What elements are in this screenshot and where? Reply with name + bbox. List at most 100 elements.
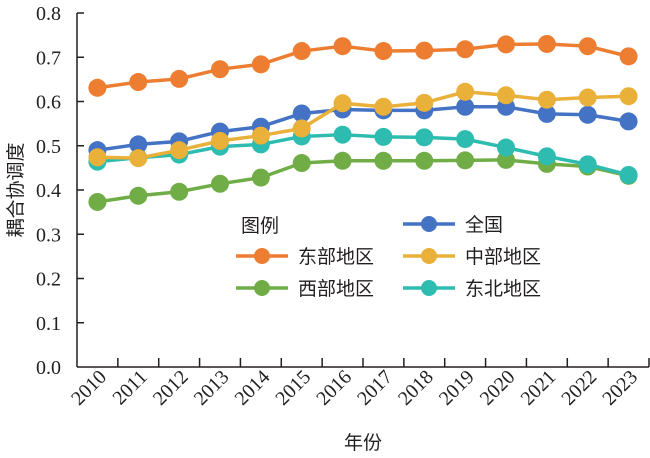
data-point [292, 42, 311, 61]
legend-swatch-marker [254, 280, 270, 296]
legend-label: 中部地区 [465, 246, 541, 268]
legend-item: 全国 [403, 214, 503, 236]
data-point [292, 104, 311, 123]
y-ticks: 0.0 0.1 0.2 0.3 0.4 0.5 0.6 0.7 0.8 [36, 3, 84, 379]
data-point [537, 104, 556, 123]
data-point [333, 37, 352, 56]
data-point [251, 55, 270, 74]
series-西部地区 [88, 150, 638, 211]
data-point [456, 151, 475, 170]
data-point [333, 125, 352, 144]
data-point [88, 148, 107, 167]
axes-layer [76, 13, 649, 368]
data-point [251, 126, 270, 145]
x-tick-label: 2015 [271, 366, 315, 410]
data-point [456, 97, 475, 116]
legend-swatch-marker [421, 248, 437, 264]
data-point [129, 149, 148, 168]
data-point [88, 78, 107, 97]
data-point [537, 34, 556, 53]
series-中部地区 [88, 82, 638, 168]
x-tick-label: 2016 [312, 366, 356, 410]
data-point [415, 93, 434, 112]
y-tick-label: 0.0 [36, 357, 61, 379]
legend-label: 西部地区 [298, 278, 374, 300]
x-axis-title: 年份 [344, 432, 382, 454]
y-tick-label: 0.3 [36, 224, 61, 246]
data-point [211, 60, 229, 79]
data-point [211, 131, 229, 150]
x-tick-label: 2022 [557, 366, 601, 410]
x-tick-label: 2019 [435, 366, 479, 410]
x-tick-label: 2011 [108, 366, 151, 409]
x-tick-label: 2018 [394, 366, 438, 410]
data-point [129, 135, 148, 154]
y-tick-label: 0.7 [36, 47, 61, 69]
data-point [415, 128, 434, 147]
series-layer [88, 34, 638, 211]
y-tick-label: 0.8 [36, 3, 61, 25]
legend-swatch-marker [254, 248, 270, 264]
data-point [619, 165, 638, 184]
series-东北地区 [88, 125, 638, 184]
data-point [537, 90, 556, 109]
y-tick-label: 0.2 [36, 269, 61, 291]
x-ticks: 2010201120122013201420152016201720182019… [67, 358, 650, 410]
data-point [619, 112, 638, 131]
x-tick-label: 2021 [517, 366, 561, 410]
data-point [497, 150, 515, 169]
data-point [456, 40, 475, 59]
legend-item: 中部地区 [403, 246, 541, 268]
data-point [292, 119, 311, 138]
data-point [578, 155, 597, 174]
x-tick-label: 2023 [598, 366, 642, 410]
data-point [456, 130, 475, 149]
legend-label: 东北地区 [465, 278, 541, 300]
data-point [415, 151, 434, 170]
data-point [578, 37, 597, 56]
data-point [497, 86, 515, 105]
data-point [619, 47, 638, 66]
legend-item: 东北地区 [403, 278, 541, 300]
data-point [170, 69, 189, 88]
legend-label: 全国 [465, 214, 503, 236]
data-point [578, 88, 597, 107]
data-point [88, 192, 107, 211]
y-tick-label: 0.4 [36, 180, 61, 202]
data-point [497, 35, 515, 54]
data-point [374, 127, 393, 146]
x-tick-label: 2020 [476, 366, 520, 410]
data-point [497, 138, 515, 157]
data-point [333, 94, 352, 113]
data-point [129, 73, 148, 92]
data-point [170, 182, 189, 201]
data-point [619, 87, 638, 106]
x-tick-label: 2013 [190, 366, 234, 410]
data-point [333, 151, 352, 170]
y-tick-label: 0.5 [36, 136, 61, 158]
legend-swatch-marker [421, 280, 437, 296]
data-point [211, 174, 229, 193]
y-axis-title: 耦合协调度 [5, 142, 27, 237]
data-point [129, 186, 148, 205]
legend-swatch-marker [421, 216, 437, 232]
legend-item: 东部地区 [236, 246, 374, 268]
data-point [170, 141, 189, 160]
legend-label: 东部地区 [298, 246, 374, 268]
data-point [578, 105, 597, 124]
legend-title: 图例 [241, 215, 279, 237]
data-point [374, 97, 393, 116]
data-point [537, 147, 556, 166]
y-tick-label: 0.1 [36, 313, 61, 335]
x-tick-label: 2014 [231, 366, 275, 410]
y-tick-label: 0.6 [36, 92, 61, 114]
x-tick-label: 2017 [353, 366, 397, 410]
data-point [415, 41, 434, 60]
x-tick-label: 2010 [67, 366, 111, 410]
data-point [251, 168, 270, 187]
data-point [374, 42, 393, 61]
x-tick-label: 2012 [149, 366, 193, 410]
data-point [456, 82, 475, 101]
